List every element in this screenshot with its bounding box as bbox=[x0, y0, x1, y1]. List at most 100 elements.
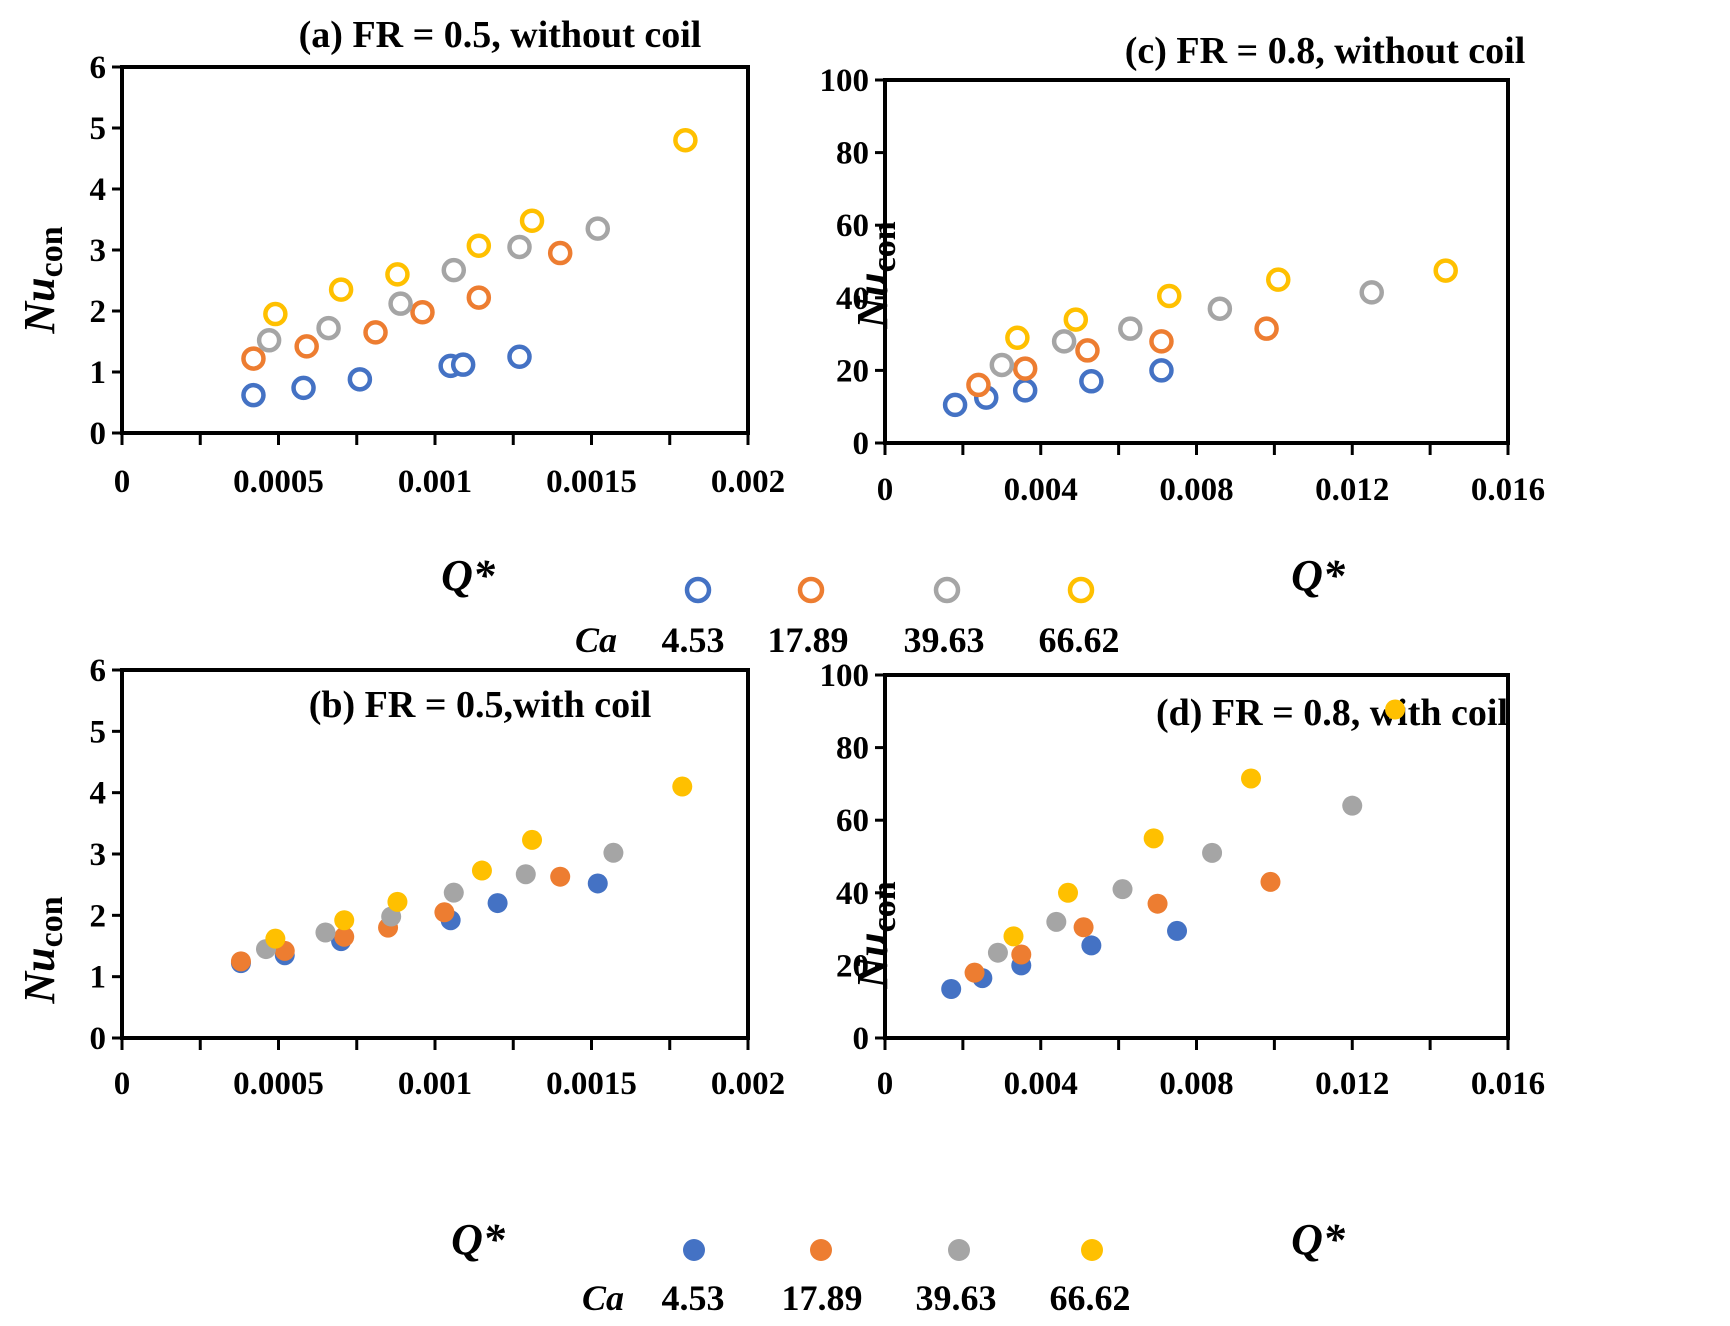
panel-a-ytick-label: 4 bbox=[90, 172, 107, 208]
panel-c-xtick-label: 0.004 bbox=[1004, 472, 1078, 508]
legend-bottom-marker-2 bbox=[810, 1239, 832, 1261]
legend-bottom-entry-1: 4.53 bbox=[662, 1278, 725, 1318]
panel-b-point-ca-series-4 bbox=[522, 829, 543, 850]
panel-b-point-ca-series-2 bbox=[550, 866, 571, 887]
panel-a-point-ca-series-1 bbox=[507, 344, 532, 369]
panel-a-xlabel: Q* bbox=[441, 551, 496, 600]
panel-d-point-ca-series-3 bbox=[1202, 842, 1223, 863]
panel-c-ylabel-main: Nu bbox=[848, 272, 897, 329]
legend-bottom-entry-3: 39.63 bbox=[916, 1278, 997, 1318]
legend-bottom: Ca 4.53 17.89 39.63 66.62 bbox=[582, 1239, 1131, 1318]
panel-a-ylabel-sub: con bbox=[33, 226, 70, 277]
panel-c-ytick-label: 40 bbox=[836, 281, 869, 317]
panel-c-ytick-label: 60 bbox=[836, 208, 869, 244]
panel-c-ytick-label: 20 bbox=[836, 353, 869, 389]
panel-d-ytick-label: 20 bbox=[836, 948, 869, 984]
legend-top: Ca 4.53 17.89 39.63 66.62 bbox=[575, 576, 1120, 660]
panel-b-point-ca-series-4 bbox=[265, 928, 286, 949]
panel-b-point-ca-series-2 bbox=[334, 926, 355, 947]
panel-a-point-ca-series-2 bbox=[547, 240, 573, 266]
legend-bottom-ca: Ca bbox=[582, 1278, 624, 1318]
panel-a-point-ca-series-4 bbox=[328, 277, 354, 302]
legend-bottom-entry-2: 17.89 bbox=[782, 1278, 863, 1318]
panel-d-ytick-label: 100 bbox=[820, 658, 870, 694]
panel-d-point-ca-series-3 bbox=[987, 942, 1008, 963]
legend-top-entry-3: 39.63 bbox=[904, 620, 985, 660]
panel-a-xtick-label: 0.001 bbox=[398, 464, 472, 500]
legend-top-label: Ca bbox=[575, 620, 617, 660]
panel-b-point-ca-series-4 bbox=[387, 891, 408, 912]
panel-c-point-ca-series-3 bbox=[1051, 329, 1077, 354]
panel-a: (a) FR = 0.5, without coil Q* Nucon 0 1 2 3… bbox=[15, 14, 785, 600]
panel-d-point-ca-series-4 bbox=[1385, 699, 1406, 720]
panel-c-xtick-label: 0.012 bbox=[1315, 472, 1389, 508]
panel-c-point-ca-series-2 bbox=[1149, 329, 1174, 354]
panel-d-point-ca-series-2 bbox=[1147, 893, 1168, 914]
panel-a-point-ca-series-3 bbox=[256, 328, 282, 353]
panel-a-point-ca-series-4 bbox=[385, 262, 410, 287]
panel-d-point-ca-series-4 bbox=[1143, 828, 1164, 849]
panel-d-ylabel-main: Nu bbox=[848, 932, 897, 989]
panel-d-point-ca-series-3 bbox=[1112, 879, 1133, 900]
panel-a-point-ca-series-4 bbox=[519, 208, 545, 233]
panel-a-point-ca-series-3 bbox=[388, 291, 413, 316]
panel-d-xtick-label: 0.004 bbox=[1004, 1066, 1078, 1102]
panel-b-ytick-label: 3 bbox=[90, 837, 107, 873]
legend-top-ca: Ca bbox=[575, 620, 617, 660]
panel-c-point-ca-series-2 bbox=[1254, 316, 1279, 341]
panel-d-point-ca-series-4 bbox=[1058, 882, 1079, 903]
panel-c-ytick-label: 0 bbox=[853, 426, 870, 462]
panel-b-xtick-label: 0.001 bbox=[398, 1066, 472, 1102]
panel-c-ytick-label: 80 bbox=[836, 136, 869, 172]
panel-a-point-ca-series-3 bbox=[507, 234, 532, 260]
panel-d-point-ca-series-4 bbox=[1003, 926, 1024, 947]
panel-b-ytick-label: 1 bbox=[90, 960, 107, 996]
panel-c-ytick-label: 100 bbox=[820, 63, 870, 99]
panel-c-point-ca-series-4 bbox=[1063, 307, 1089, 332]
panel-a-point-ca-series-3 bbox=[585, 216, 611, 241]
legend-top-marker-1 bbox=[684, 576, 712, 604]
panel-b-xlabel: Q* bbox=[451, 1215, 506, 1264]
panel-a-xtick-label: 0.0005 bbox=[233, 464, 324, 500]
panel-c-point-ca-series-1 bbox=[942, 392, 968, 418]
panel-a-point-ca-series-3 bbox=[316, 315, 341, 341]
panel-b-point-ca-series-4 bbox=[334, 910, 355, 931]
panel-a-xtick-label: 0.002 bbox=[711, 464, 785, 500]
panel-c-point-ca-series-2 bbox=[966, 372, 991, 398]
panel-d-xtick-label: 0.016 bbox=[1471, 1066, 1545, 1102]
panel-d-point-ca-series-4 bbox=[1241, 768, 1262, 789]
panel-b-xtick-label: 0 bbox=[114, 1066, 131, 1102]
panel-d-ytick-label: 80 bbox=[836, 731, 869, 767]
panel-a-point-ca-series-1 bbox=[450, 352, 476, 377]
panel-c-point-ca-series-1 bbox=[1012, 378, 1038, 403]
panel-d-point-ca-series-1 bbox=[941, 978, 962, 999]
panel-b-xtick-label: 0.002 bbox=[711, 1066, 785, 1102]
panel-d: (d) FR = 0.8, with coil Q* Nucon 0204060… bbox=[820, 658, 1546, 1264]
panel-b-ytick-label: 2 bbox=[90, 898, 107, 934]
panel-d-ytick-label: 60 bbox=[836, 803, 869, 839]
panel-d-xtick-label: 0.008 bbox=[1159, 1066, 1233, 1102]
panel-d-xlabel: Q* bbox=[1291, 1215, 1346, 1264]
panel-b-ylabel: Nucon bbox=[15, 896, 70, 1004]
panel-a-point-ca-series-2 bbox=[241, 346, 266, 371]
panel-a-title: (a) FR = 0.5, without coil bbox=[299, 14, 702, 56]
panel-a-point-ca-series-1 bbox=[241, 382, 266, 408]
panel-a-ylabel-main: Nu bbox=[15, 277, 64, 334]
panel-a-ytick-label: 5 bbox=[90, 111, 107, 147]
panel-b-point-ca-series-4 bbox=[672, 776, 693, 797]
panel-d-point-ca-series-3 bbox=[1046, 911, 1067, 932]
panel-d-point-ca-series-2 bbox=[1011, 944, 1032, 965]
panel-d-point-ca-series-2 bbox=[964, 962, 985, 983]
panel-c-point-ca-series-3 bbox=[1359, 280, 1384, 305]
panel-b-point-ca-series-3 bbox=[603, 842, 624, 863]
panel-c-point-ca-series-4 bbox=[1433, 258, 1458, 283]
panel-b-point-ca-series-1 bbox=[487, 893, 508, 914]
legend-top-marker-3 bbox=[933, 576, 961, 604]
panel-b-point-ca-series-2 bbox=[230, 951, 251, 972]
legend-bottom-entry-4: 66.62 bbox=[1050, 1278, 1131, 1318]
panel-b-point-ca-series-1 bbox=[587, 873, 608, 894]
panel-c-point-ca-series-1 bbox=[1149, 358, 1174, 383]
legend-bottom-label: Ca bbox=[582, 1278, 624, 1318]
panel-a-point-ca-series-4 bbox=[673, 127, 698, 153]
